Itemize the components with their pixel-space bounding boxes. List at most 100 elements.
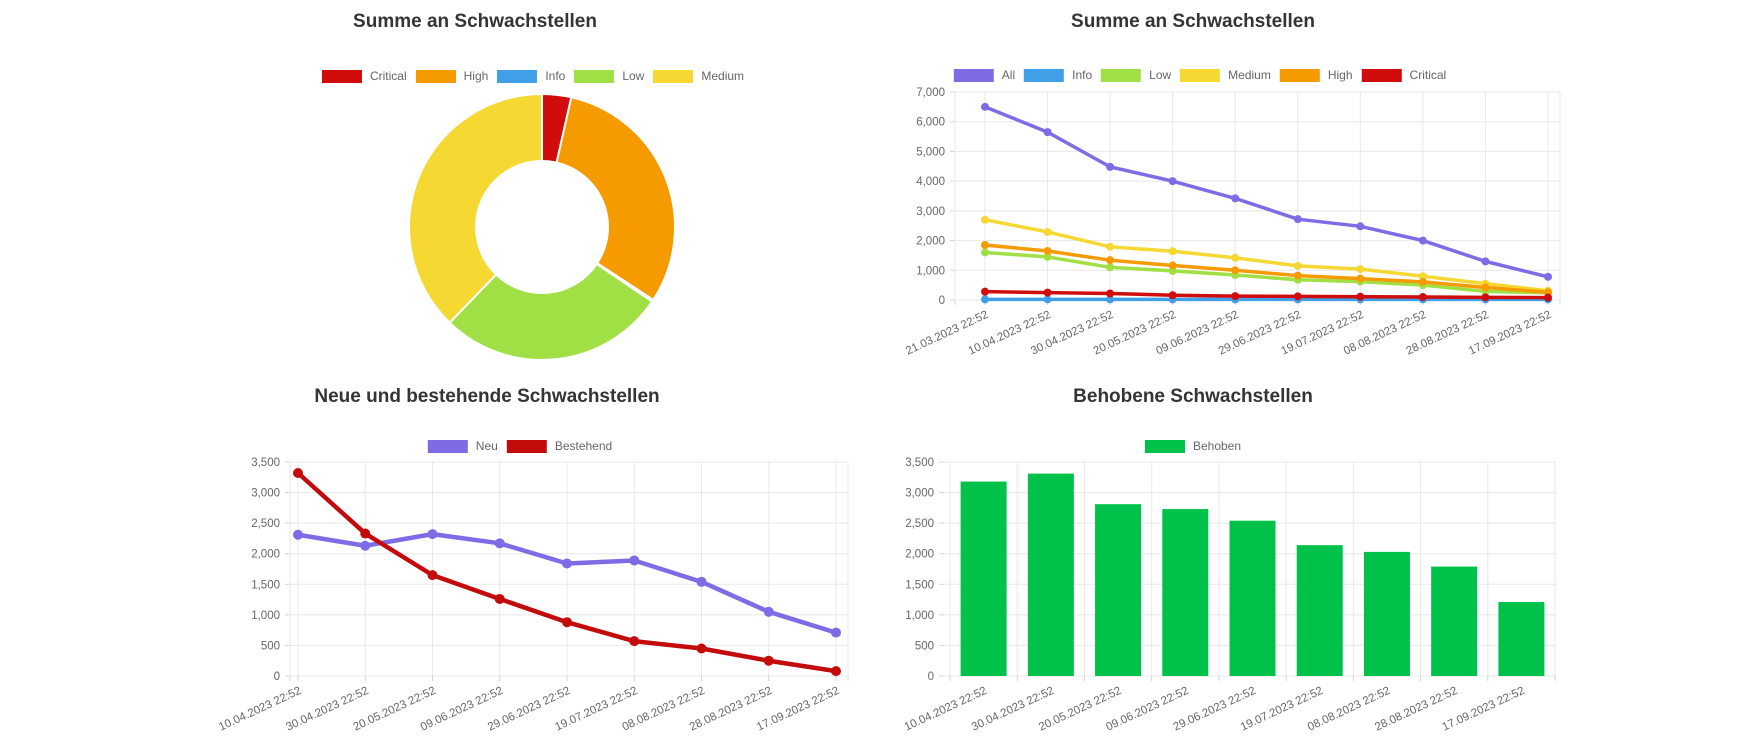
- data-point[interactable]: [1043, 288, 1052, 297]
- data-point[interactable]: [1418, 277, 1427, 286]
- legend-item-behoben[interactable]: Behoben: [1144, 440, 1241, 453]
- data-point[interactable]: [981, 248, 989, 257]
- data-point[interactable]: [427, 570, 438, 581]
- legend-label: Critical: [1409, 68, 1447, 82]
- data-point[interactable]: [1418, 272, 1427, 281]
- legend-swatch: [653, 70, 694, 83]
- data-point[interactable]: [981, 102, 989, 111]
- data-point[interactable]: [427, 529, 438, 540]
- chart-title-vuln-sum-lines: Summe an Schwachstellen: [1071, 11, 1315, 32]
- data-point[interactable]: [1106, 289, 1115, 298]
- bar[interactable]: [1229, 520, 1276, 676]
- bar-chart-fixed[interactable]: 05001,0001,5002,0002,5003,0003,50010.04.…: [903, 457, 1556, 734]
- data-point[interactable]: [1168, 261, 1177, 270]
- data-point[interactable]: [1481, 293, 1490, 302]
- data-point[interactable]: [1231, 292, 1240, 301]
- line-chart-vuln-sum[interactable]: 01,0002,0003,0004,0005,0006,0007,00021.0…: [904, 87, 1561, 358]
- data-point[interactable]: [1043, 227, 1052, 236]
- data-point[interactable]: [1481, 283, 1490, 292]
- legend-item-low[interactable]: Low: [1101, 69, 1171, 82]
- legend-item-info[interactable]: Info: [497, 70, 565, 83]
- data-point[interactable]: [1231, 253, 1240, 262]
- data-point[interactable]: [1168, 291, 1177, 300]
- pie-slice-low[interactable]: [448, 262, 654, 361]
- data-point[interactable]: [360, 528, 371, 539]
- data-point[interactable]: [1231, 266, 1240, 275]
- legend-item-info[interactable]: Info: [1024, 69, 1092, 82]
- data-point[interactable]: [360, 540, 371, 551]
- bar[interactable]: [1296, 545, 1343, 676]
- data-point[interactable]: [293, 468, 303, 479]
- legend-item-medium[interactable]: Medium: [1180, 69, 1271, 82]
- data-point[interactable]: [494, 593, 505, 604]
- data-point[interactable]: [1356, 265, 1365, 274]
- data-point[interactable]: [1106, 162, 1115, 171]
- bar[interactable]: [1363, 551, 1410, 676]
- bar[interactable]: [1162, 509, 1209, 676]
- data-point[interactable]: [1106, 242, 1115, 251]
- bar[interactable]: [1027, 473, 1074, 676]
- pie-slice-medium[interactable]: [408, 92, 543, 325]
- bar[interactable]: [1498, 602, 1545, 676]
- data-point[interactable]: [1043, 128, 1052, 137]
- bar[interactable]: [1095, 504, 1142, 676]
- legend-item-neu[interactable]: Neu: [427, 440, 498, 453]
- data-point[interactable]: [1293, 215, 1302, 224]
- legend-item-low[interactable]: Low: [574, 70, 644, 83]
- legend-label: High: [1327, 68, 1353, 82]
- data-point[interactable]: [831, 627, 841, 638]
- data-point[interactable]: [981, 215, 989, 224]
- data-point[interactable]: [1356, 222, 1365, 231]
- line-chart-new-existing[interactable]: 05001,0001,5002,0002,5003,0003,50010.04.…: [217, 457, 849, 734]
- data-point[interactable]: [1043, 295, 1052, 304]
- donut-chart-vuln-sum[interactable]: [408, 92, 676, 361]
- data-point[interactable]: [1293, 292, 1302, 301]
- data-point[interactable]: [1231, 194, 1240, 203]
- data-point[interactable]: [1418, 293, 1427, 302]
- data-point[interactable]: [763, 655, 774, 666]
- chart-title-fixed: Behobene Schwachstellen: [1073, 386, 1313, 407]
- data-point[interactable]: [293, 529, 303, 540]
- data-point[interactable]: [562, 617, 572, 628]
- data-point[interactable]: [1544, 293, 1552, 302]
- data-point[interactable]: [1168, 177, 1177, 186]
- legend-item-high[interactable]: High: [415, 70, 488, 83]
- data-point[interactable]: [981, 287, 989, 296]
- pie-slice-high[interactable]: [555, 96, 676, 302]
- data-point[interactable]: [1168, 247, 1177, 256]
- y-tick-label: 2,000: [905, 549, 934, 561]
- legend-swatch: [415, 70, 456, 83]
- data-point[interactable]: [1293, 271, 1302, 280]
- data-point[interactable]: [1544, 272, 1552, 281]
- data-point[interactable]: [1106, 263, 1115, 272]
- data-point[interactable]: [981, 295, 989, 304]
- data-point[interactable]: [831, 666, 841, 677]
- data-point[interactable]: [629, 555, 640, 566]
- legend-item-critical[interactable]: Critical: [1361, 68, 1447, 82]
- data-point[interactable]: [763, 606, 774, 617]
- bar[interactable]: [960, 481, 1007, 676]
- data-point[interactable]: [696, 576, 707, 587]
- data-point[interactable]: [1293, 261, 1302, 270]
- legend-item-all[interactable]: All: [953, 69, 1015, 82]
- data-point[interactable]: [1356, 274, 1365, 283]
- data-point[interactable]: [1043, 252, 1052, 261]
- data-point[interactable]: [1106, 256, 1115, 265]
- y-tick-label: 2,500: [905, 518, 934, 530]
- data-point[interactable]: [1043, 246, 1052, 255]
- bar[interactable]: [1431, 566, 1478, 676]
- legend-item-medium[interactable]: Medium: [653, 70, 744, 83]
- data-point[interactable]: [629, 636, 640, 647]
- data-point[interactable]: [562, 558, 572, 569]
- legend-item-bestehend[interactable]: Bestehend: [506, 440, 612, 453]
- data-point[interactable]: [1106, 295, 1115, 304]
- legend-item-critical[interactable]: Critical: [321, 70, 407, 83]
- data-point[interactable]: [1356, 292, 1365, 301]
- data-point[interactable]: [1418, 236, 1427, 245]
- data-point[interactable]: [494, 538, 505, 549]
- legend-swatch: [1024, 69, 1065, 82]
- data-point[interactable]: [696, 643, 707, 654]
- data-point[interactable]: [1481, 257, 1490, 266]
- legend-item-high[interactable]: High: [1279, 68, 1353, 82]
- data-point[interactable]: [981, 241, 989, 250]
